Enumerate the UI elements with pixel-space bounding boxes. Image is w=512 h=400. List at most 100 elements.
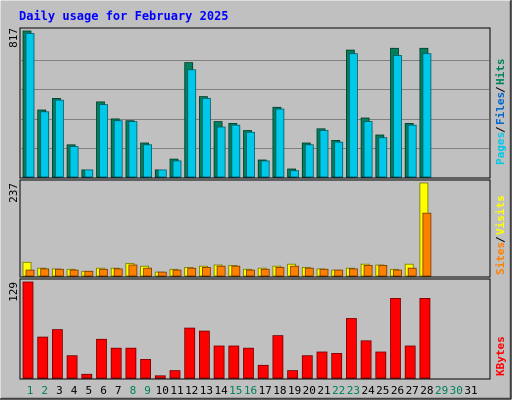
kbytes-bar-day-1 [22, 281, 34, 379]
kbytes-bar-day-11 [169, 370, 181, 379]
sites-bar-day-21 [319, 268, 329, 277]
x-tick-label-11: 11 [170, 384, 183, 397]
sites-bar-day-22 [334, 269, 344, 277]
x-tick-label-13: 13 [200, 384, 213, 397]
sites-bar-day-27 [407, 267, 417, 277]
kbytes-bar-day-4 [66, 355, 78, 379]
files-bar-day-2 [40, 111, 50, 178]
chart-marks [21, 30, 489, 379]
legend-sep-3: / [494, 236, 507, 243]
x-tick-label-30: 30 [450, 384, 463, 397]
sites-bar-day-24 [363, 264, 373, 277]
x-tick-label-29: 29 [435, 384, 448, 397]
x-tick-label-6: 6 [100, 384, 107, 397]
kbytes-bar-day-6 [96, 338, 107, 379]
kbytes-bar-day-25 [375, 351, 387, 379]
kbytes-bar-day-18 [272, 335, 284, 379]
sites-bar-day-2 [40, 268, 50, 277]
x-tick-label-26: 26 [391, 384, 404, 397]
kbytes-bar-day-7 [110, 347, 122, 379]
x-tick-label-23: 23 [347, 384, 360, 397]
sites-bar-day-5 [84, 270, 94, 277]
legend-sep-1: / [494, 126, 507, 133]
files-bar-day-16 [246, 131, 255, 178]
hits-files-panel: 817 Pages / Files / Hits [7, 27, 507, 179]
sites-bar-day-10 [157, 271, 167, 277]
sites-visits-panel: 237 Sites / Visits [7, 179, 507, 278]
x-tick-label-12: 12 [185, 384, 198, 397]
x-tick-label-8: 8 [130, 384, 137, 397]
files-bar-day-14 [216, 126, 226, 178]
hits-files-legend: Pages / Files / Hits [494, 59, 507, 166]
files-bar-day-5 [84, 169, 94, 178]
sites-bar-day-11 [172, 269, 182, 277]
sites-bar-day-15 [231, 265, 241, 277]
files-bar-day-20 [304, 144, 314, 178]
legend-hits: Hits [494, 59, 507, 86]
x-tick-label-9: 9 [144, 384, 151, 397]
legend-sites: Sites [494, 242, 507, 275]
files-bar-day-19 [290, 170, 300, 178]
kbytes-bar-day-12 [184, 327, 196, 379]
x-tick-label-17: 17 [259, 384, 272, 397]
sites-bar-day-3 [55, 268, 64, 277]
kbytes-panel: 129 KBytes [7, 278, 507, 380]
sites-bar-day-20 [304, 267, 314, 277]
x-tick-label-3: 3 [56, 384, 63, 397]
sites-bar-day-26 [393, 269, 402, 277]
x-tick-label-22: 22 [332, 384, 345, 397]
kbytes-bar-day-26 [390, 297, 401, 379]
kbytes-ymax-label: 129 [7, 282, 20, 302]
kbytes-bar-day-10 [154, 375, 166, 379]
files-bar-day-17 [260, 160, 270, 178]
x-tick-label-27: 27 [406, 384, 419, 397]
kbytes-bar-day-16 [243, 347, 254, 379]
sites-bar-day-16 [246, 269, 255, 277]
x-tick-label-5: 5 [85, 384, 92, 397]
x-tick-label-4: 4 [71, 384, 78, 397]
files-bar-day-6 [99, 104, 108, 178]
kbytes-bar-day-24 [360, 340, 372, 379]
x-tick-label-25: 25 [376, 384, 389, 397]
files-bar-day-26 [393, 55, 402, 178]
x-tick-label-31: 31 [464, 384, 477, 397]
kbytes-bar-day-21 [316, 351, 328, 379]
sites-bar-day-4 [69, 269, 79, 277]
files-bar-day-27 [407, 124, 417, 178]
sites-bar-day-17 [260, 268, 270, 277]
kbytes-bar-day-27 [404, 345, 416, 379]
sites-bar-day-13 [201, 266, 211, 277]
x-tick-label-10: 10 [156, 384, 169, 397]
kbytes-bar-day-28 [419, 297, 431, 379]
sites-visits-legend: Sites / Visits [494, 195, 507, 275]
x-tick-label-14: 14 [214, 384, 228, 397]
sites-bar-day-7 [113, 268, 123, 277]
files-bar-day-11 [172, 160, 182, 178]
files-bar-day-7 [113, 120, 123, 178]
files-bar-day-25 [378, 137, 388, 178]
x-tick-label-28: 28 [420, 384, 433, 397]
sites-bar-day-23 [348, 268, 358, 277]
sites-visits-plot-area [19, 179, 491, 278]
x-axis-labels: 1 2 3 4 5 6 7 8 9 10 11 12 13 14 15 16 17 18 19 20 21 22 23 24 2… [27, 384, 478, 397]
kbytes-bar-day-14 [213, 345, 225, 379]
kbytes-bar-day-22 [331, 352, 343, 379]
kbytes-bar-day-5 [81, 373, 93, 379]
x-tick-label-21: 21 [317, 384, 330, 397]
files-bar-day-12 [187, 69, 197, 178]
sites-bar-day-19 [290, 265, 300, 277]
sites-bar-day-25 [378, 264, 388, 277]
kbytes-bar-day-15 [228, 345, 240, 379]
kbytes-legend: KBytes [494, 336, 507, 376]
x-tick-label-7: 7 [115, 384, 122, 397]
x-tick-label-16: 16 [244, 384, 257, 397]
files-bar-day-13 [201, 98, 211, 178]
kbytes-bar-day-2 [37, 336, 49, 379]
files-bar-day-3 [55, 99, 64, 178]
x-tick-label-2: 2 [41, 384, 48, 397]
kbytes-bar-day-23 [345, 318, 357, 379]
x-tick-label-15: 15 [229, 384, 242, 397]
sites-bar-day-18 [275, 266, 285, 277]
sites-bar-day-9 [143, 267, 153, 277]
files-bar-day-24 [363, 121, 373, 178]
